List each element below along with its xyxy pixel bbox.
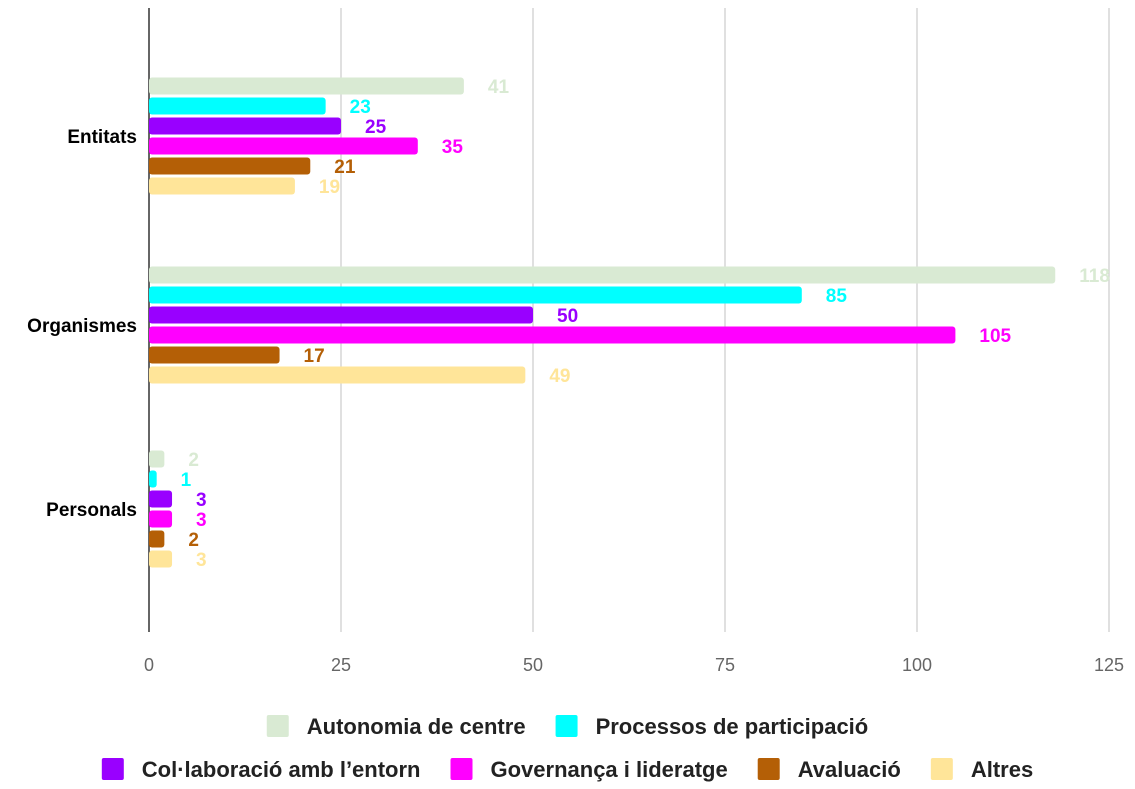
value-label: 105 xyxy=(979,326,1011,347)
bar-personals-processos-de-participacio xyxy=(149,470,157,488)
bar-entitats-processos-de-participacio xyxy=(149,97,326,115)
gridlines xyxy=(340,8,1110,632)
bar-organismes-altres xyxy=(149,366,526,384)
bar-organismes-processos-de-participacio xyxy=(149,286,802,304)
legend-swatch-altres xyxy=(930,758,953,780)
bar-personals-autonomia-de-centre xyxy=(149,450,165,468)
legend-swatch-avaluacio xyxy=(757,758,780,780)
bar-organismes-col-laboracio-amb-l-entorn xyxy=(149,306,533,324)
legend-label-governanca-i-lideratge: Governança i lideratge xyxy=(491,757,728,782)
x-tick-label: 0 xyxy=(144,655,154,675)
legend-label-processos-de-participacio: Processos de participació xyxy=(596,714,869,739)
value-label: 1 xyxy=(181,470,192,491)
x-tick-label: 25 xyxy=(331,655,351,675)
legend-label-altres: Altres xyxy=(971,757,1033,782)
category-label-personals: Personals xyxy=(46,500,137,521)
bar-entitats-avaluacio xyxy=(149,157,311,175)
bar-entitats-altres xyxy=(149,177,295,195)
category-label-organismes: Organismes xyxy=(27,316,137,337)
bar-entitats-autonomia-de-centre xyxy=(149,77,464,95)
legend-label-avaluacio: Avaluació xyxy=(798,757,901,782)
x-tick-label: 125 xyxy=(1094,655,1124,675)
bar-organismes-avaluacio xyxy=(149,346,280,364)
x-tick-label: 75 xyxy=(715,655,735,675)
value-label: 118 xyxy=(1079,266,1110,287)
value-label: 85 xyxy=(826,286,848,307)
value-label: 21 xyxy=(334,157,356,178)
x-tick-label: 100 xyxy=(902,655,932,675)
bar-personals-altres xyxy=(149,550,173,568)
value-label: 41 xyxy=(488,77,510,98)
value-label: 49 xyxy=(549,366,570,387)
bar-personals-governanca-i-lideratge xyxy=(149,510,173,528)
value-label: 3 xyxy=(196,490,207,511)
legend-swatch-autonomia-de-centre xyxy=(266,715,289,737)
bar-entitats-governanca-i-lideratge xyxy=(149,137,418,155)
category-label-entitats: Entitats xyxy=(67,127,137,148)
legend-swatch-processos-de-participacio xyxy=(555,715,578,737)
legend-swatch-governanca-i-lideratge xyxy=(450,758,473,780)
legend-swatch-col-laboracio-amb-l-entorn xyxy=(101,758,124,780)
bar-entitats-col-laboracio-amb-l-entorn xyxy=(149,117,341,135)
legend: Autonomia de centre Processos de particip… xyxy=(101,714,1033,782)
legend-label-autonomia-de-centre: Autonomia de centre xyxy=(307,714,526,739)
value-label: 2 xyxy=(188,530,199,551)
bar-personals-col-laboracio-amb-l-entorn xyxy=(149,490,173,508)
value-label: 50 xyxy=(557,306,578,327)
value-label: 3 xyxy=(196,550,207,571)
legend-label-col-laboracio-amb-l-entorn: Col·laboració amb l’entorn xyxy=(142,757,421,782)
value-label: 17 xyxy=(304,346,325,367)
bar-personals-avaluacio xyxy=(149,530,165,548)
bar-organismes-autonomia-de-centre xyxy=(149,266,1056,284)
value-label: 2 xyxy=(188,450,199,471)
bars xyxy=(149,77,1056,568)
value-label: 35 xyxy=(442,137,464,158)
x-tick-label: 50 xyxy=(523,655,543,675)
value-label: 19 xyxy=(319,177,340,198)
bar-organismes-governanca-i-lideratge xyxy=(149,326,956,344)
value-label: 25 xyxy=(365,117,387,138)
value-label: 23 xyxy=(350,97,371,118)
value-label: 3 xyxy=(196,510,207,531)
